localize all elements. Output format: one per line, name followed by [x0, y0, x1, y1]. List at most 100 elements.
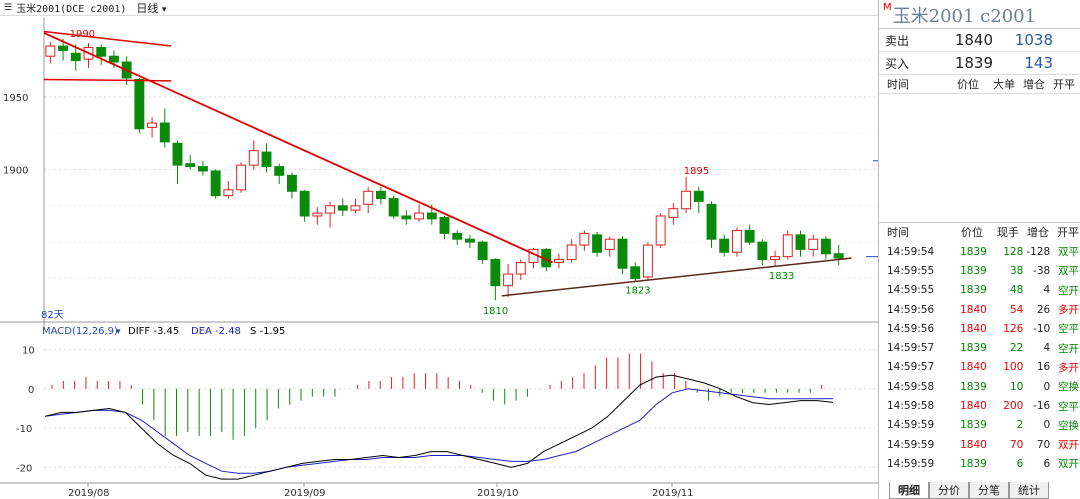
tick-header: 时间 价位 现手 增仓 开平	[879, 222, 1080, 241]
tick-row: 14:59:57 1839 22 4 空开	[879, 338, 1080, 357]
tick-type: 多开	[1058, 361, 1079, 374]
tick-oi: -10	[1033, 322, 1051, 335]
candle-up	[808, 238, 819, 250]
panel-tabs: 明细 分价 分笔 统计	[889, 482, 1049, 499]
buy-row: 买入 1839 143	[879, 52, 1080, 75]
col-oi: 增仓	[1027, 226, 1049, 239]
macd-chart[interactable]: MACD(12,26,9) DIFF -3.45 DEA -2.48 S -1.95 ▾…	[0, 0, 878, 499]
candle-down	[185, 163, 196, 168]
tick-type: 双平	[1058, 265, 1079, 278]
tick-type: 双平	[1058, 246, 1079, 259]
tick-qty: 48	[1009, 284, 1024, 297]
tick-time: 14:59:56	[887, 303, 935, 316]
tick-qty: 128	[1003, 245, 1024, 258]
tick-type: 空平	[1058, 323, 1079, 336]
contract-name: 玉米2001 c2001	[892, 6, 1037, 27]
x-tick-label: 2019/10	[477, 488, 519, 499]
tick-time: 14:59:58	[887, 380, 935, 393]
tick-oi: 6	[1043, 457, 1051, 470]
tick-qty: 126	[1003, 322, 1024, 335]
trend-line	[43, 32, 553, 264]
col-price: 价位	[961, 226, 983, 239]
chart-pane[interactable]: ☰ 玉米2001(DCE c2001) 日线 ▾ 1950 1900 1990 189…	[0, 0, 878, 499]
tick-oi: -16	[1033, 400, 1051, 413]
tick-type: 空开	[1058, 342, 1079, 355]
tick-price: 1840	[960, 361, 987, 374]
candle-down	[159, 122, 170, 143]
tick-row: 14:59:59 1839 2 0 空换	[879, 416, 1080, 435]
candle-up	[515, 261, 526, 275]
tick-oi: 4	[1043, 342, 1051, 355]
tick-row: 14:59:55 1839 48 4 空开	[879, 281, 1080, 300]
period-label: 日线	[136, 1, 159, 15]
tick-price: 1840	[960, 438, 987, 451]
tick-oi: 70	[1036, 438, 1051, 451]
tick-time: 14:59:57	[887, 361, 935, 374]
big-order-header: 时间 价位 大单 增仓 开平	[879, 75, 1080, 94]
tab-statistics[interactable]: 统计	[1009, 482, 1049, 499]
macd-diff-line	[44, 374, 834, 480]
candle-down	[795, 234, 806, 250]
col-price: 价位	[957, 78, 979, 91]
y-tick-label: 1950	[3, 93, 28, 104]
price-annotation: 1823	[625, 285, 650, 296]
tick-price: 1840	[960, 303, 987, 316]
duration-label: 82天	[41, 310, 64, 321]
tick-row: 14:59:54 1839 128 -128 双平	[879, 242, 1080, 261]
tick-time: 14:59:57	[887, 342, 935, 355]
candle-down	[617, 238, 628, 269]
col-time: 时间	[887, 78, 909, 91]
tick-time: 14:59:59	[887, 419, 935, 432]
tick-price: 1839	[960, 284, 987, 297]
col-type: 开平	[1057, 226, 1079, 239]
tick-qty: 2	[1016, 419, 1024, 432]
x-tick-label: 2019/11	[652, 488, 694, 499]
tick-time: 14:59:54	[887, 245, 935, 258]
candle-down	[477, 241, 488, 261]
tick-oi: -38	[1033, 264, 1051, 277]
tick-qty: 70	[1009, 438, 1024, 451]
symbol-label: 玉米2001(DCE c2001)	[16, 4, 127, 15]
chart-titlebar: ☰ 玉米2001(DCE c2001) 日线 ▾	[0, 0, 878, 16]
tick-price: 1839	[960, 264, 987, 277]
quote-panel: M 玉米2001 c2001 卖出 1840 1038 买入 1839 143 …	[878, 0, 1080, 499]
tick-time: 14:59:59	[887, 438, 935, 451]
candle-up	[642, 244, 653, 278]
candlestick-chart[interactable]: 1950 1900 1990 1895 1810 1823 1833 82天	[0, 0, 878, 330]
macd-diff-label: DIFF -3.45	[128, 326, 179, 337]
sell-price: 1840	[954, 31, 993, 49]
candle-down	[261, 151, 272, 168]
tab-detail[interactable]: 明细	[889, 482, 929, 499]
tick-qty: 6	[1016, 457, 1024, 470]
tick-type: 多开	[1058, 304, 1079, 317]
candle-down	[630, 266, 641, 279]
trend-line	[501, 257, 852, 297]
col-qty: 现手	[997, 226, 1019, 239]
tick-oi: 4	[1043, 284, 1051, 297]
period-selector[interactable]: 日线 ▾	[136, 0, 166, 16]
candle-up	[325, 205, 336, 214]
candle-down	[426, 212, 437, 220]
candle-down	[757, 241, 768, 261]
candle-up	[566, 244, 577, 261]
tab-tick[interactable]: 分笔	[969, 482, 1009, 499]
tick-type: 双开	[1058, 439, 1079, 452]
candle-down	[274, 166, 285, 176]
tick-qty: 100	[1003, 361, 1024, 374]
candle-down	[337, 205, 348, 211]
tick-time: 14:59:56	[887, 322, 935, 335]
tab-price-distribution[interactable]: 分价	[929, 482, 969, 499]
candle-down	[108, 55, 119, 63]
macd-y-tick: 0	[28, 385, 34, 396]
col-oi: 增仓	[1023, 78, 1045, 91]
candle-down	[172, 142, 183, 166]
candle-up	[414, 212, 425, 220]
chevron-down-icon: ▾	[116, 327, 121, 337]
tick-price: 1839	[960, 457, 987, 470]
candle-up	[503, 273, 514, 287]
tick-type: 空平	[1058, 400, 1079, 413]
menu-icon[interactable]: ☰	[4, 2, 13, 13]
tick-row: 14:59:55 1839 38 -38 双平	[879, 261, 1080, 280]
candle-down	[299, 190, 310, 217]
tick-oi: 16	[1036, 361, 1051, 374]
